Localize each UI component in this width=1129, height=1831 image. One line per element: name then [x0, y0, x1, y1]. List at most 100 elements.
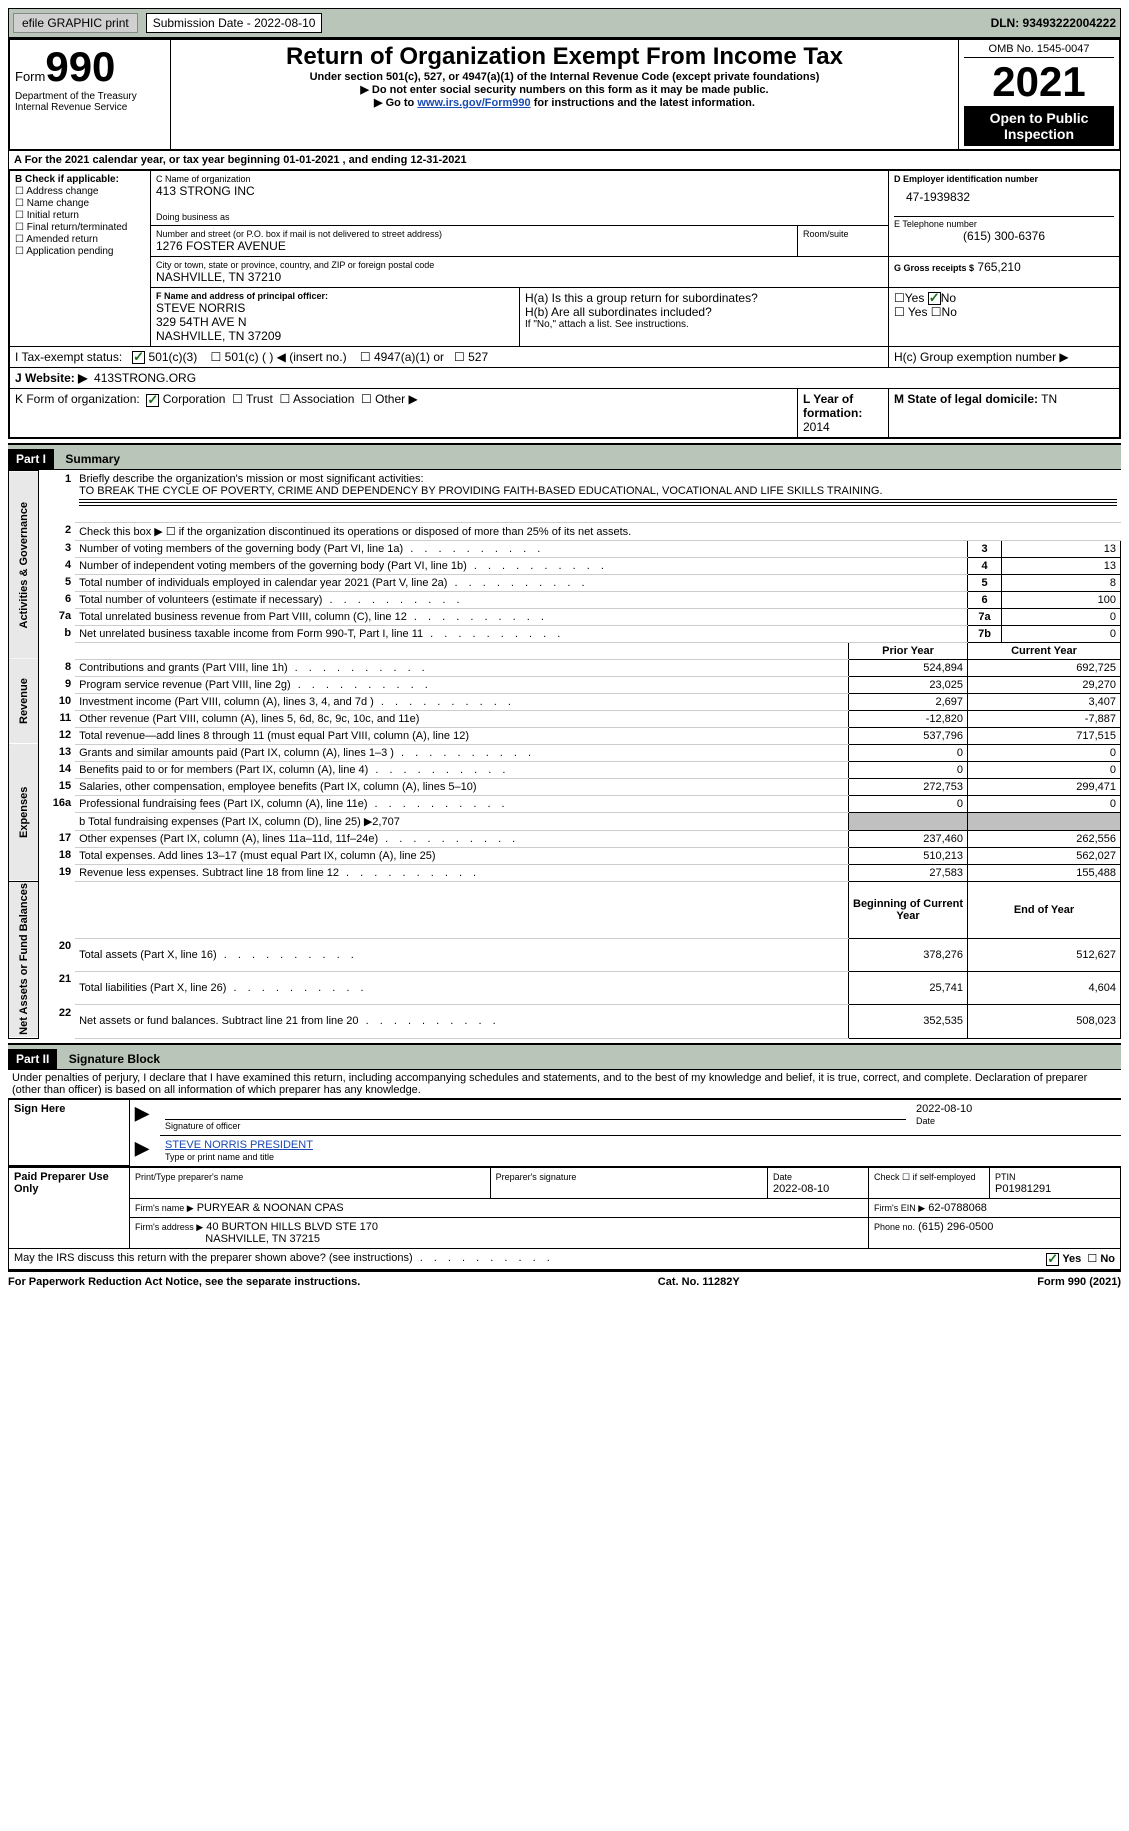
efile-print-button[interactable]: efile GRAPHIC print [13, 13, 138, 33]
firm-phone-label: Phone no. [874, 1222, 915, 1232]
summary-table: Activities & Governance 1 Briefly descri… [8, 470, 1121, 1038]
line-5-row: 5Total number of individuals employed in… [9, 574, 1121, 591]
paid-preparer-label: Paid Preparer Use Only [9, 1167, 130, 1249]
instr-no-ssn: ▶ Do not enter social security numbers o… [176, 83, 953, 96]
line-9-row: 9Program service revenue (Part VIII, lin… [9, 676, 1121, 693]
line-21-row: 21Total liabilities (Part X, line 26)25,… [9, 971, 1121, 1004]
form-word: Form [15, 69, 45, 84]
line-2: Check this box ▶ ☐ if the organization d… [75, 522, 1120, 540]
vert-governance: Activities & Governance [9, 471, 39, 660]
check-name-change[interactable]: ☐ Name change [15, 198, 145, 209]
tax-year: 2021 [964, 58, 1114, 106]
state-domicile-value: TN [1041, 392, 1057, 406]
addr-value: 1276 FOSTER AVENUE [156, 239, 792, 253]
year-formation-value: 2014 [803, 420, 830, 434]
self-employed-check[interactable]: Check ☐ if self-employed [874, 1172, 976, 1182]
ptin-value: P01981291 [995, 1183, 1051, 1195]
form-header: Form990 Department of the Treasury Inter… [8, 38, 1121, 151]
website-label: J Website: ▶ [15, 371, 87, 385]
officer-addr2: NASHVILLE, TN 37209 [156, 329, 514, 343]
perjury-statement: Under penalties of perjury, I declare th… [8, 1070, 1121, 1098]
instr-goto: ▶ Go to www.irs.gov/Form990 for instruct… [176, 96, 953, 109]
year-formation-label: L Year of formation: [803, 392, 862, 420]
city-label: City or town, state or province, country… [156, 260, 883, 270]
type-name-label: Type or print name and title [165, 1152, 274, 1162]
prep-name-label: Print/Type preparer's name [135, 1172, 243, 1182]
state-domicile-label: M State of legal domicile: [894, 392, 1038, 406]
hb-note: If "No," attach a list. See instructions… [525, 319, 883, 330]
discuss-yes-check[interactable] [1046, 1253, 1059, 1266]
line-16a-row: 16aProfessional fundraising fees (Part I… [9, 795, 1121, 812]
line-18-row: 18Total expenses. Add lines 13–17 (must … [9, 847, 1121, 864]
check-initial-return[interactable]: ☐ Initial return [15, 210, 145, 221]
paid-preparer-table: Paid Preparer Use Only Print/Type prepar… [8, 1166, 1121, 1249]
city-value: NASHVILLE, TN 37210 [156, 270, 883, 284]
line-3-row: 3Number of voting members of the governi… [9, 540, 1121, 557]
prep-sig-label: Preparer's signature [496, 1172, 577, 1182]
line-7b-row: bNet unrelated business taxable income f… [9, 625, 1121, 642]
sign-here-table: Sign Here ▶ Signature of officer 2022-08… [8, 1098, 1121, 1167]
check-501c3[interactable] [132, 351, 145, 364]
sign-here-label: Sign Here [9, 1099, 130, 1166]
firm-ein: 62-0788068 [928, 1202, 987, 1214]
tax-exempt-label: I Tax-exempt status: [15, 350, 122, 364]
check-address-change[interactable]: ☐ Address change [15, 186, 145, 197]
line-4-row: 4Number of independent voting members of… [9, 557, 1121, 574]
discuss-row: May the IRS discuss this return with the… [8, 1249, 1121, 1270]
addr-label: Number and street (or P.O. box if mail i… [156, 229, 792, 239]
org-info-table: B Check if applicable: ☐ Address change … [8, 170, 1121, 439]
col-begin: Beginning of Current Year [849, 881, 968, 938]
prep-date-value: 2022-08-10 [773, 1183, 829, 1195]
firm-name-label: Firm's name ▶ [135, 1203, 194, 1213]
part2-header: Part II [8, 1049, 57, 1069]
line-14-row: 14Benefits paid to or for members (Part … [9, 761, 1121, 778]
phone-value: (615) 300-6376 [894, 229, 1114, 243]
footer-paperwork: For Paperwork Reduction Act Notice, see … [8, 1276, 360, 1288]
part1-title: Summary [57, 449, 128, 469]
line-1-label: Briefly describe the organization's miss… [79, 473, 423, 485]
prep-date-label: Date [773, 1172, 792, 1182]
firm-addr-label: Firm's address ▶ [135, 1222, 203, 1232]
officer-name-title: STEVE NORRIS PRESIDENT [165, 1139, 1116, 1151]
room-label: Room/suite [803, 229, 883, 239]
irs-label: Internal Revenue Service [15, 102, 165, 113]
arrow-icon: ▶ [135, 1138, 149, 1158]
check-corp[interactable] [146, 394, 159, 407]
line-22-row: 22Net assets or fund balances. Subtract … [9, 1005, 1121, 1038]
form-org-label: K Form of organization: [15, 392, 140, 406]
footer-cat: Cat. No. 11282Y [658, 1276, 740, 1288]
tax-period: A For the 2021 calendar year, or tax yea… [8, 151, 1121, 170]
check-final-return[interactable]: ☐ Final return/terminated [15, 222, 145, 233]
officer-name: STEVE NORRIS [156, 301, 514, 315]
part1-header: Part I [8, 449, 54, 469]
org-name-label: C Name of organization [156, 174, 883, 184]
vert-expenses: Expenses [9, 744, 39, 881]
dba-label: Doing business as [156, 212, 883, 222]
sig-date-value: 2022-08-10 [916, 1103, 1116, 1115]
org-name: 413 STRONG INC [156, 184, 883, 198]
check-app-pending[interactable]: ☐ Application pending [15, 246, 145, 257]
ha-label: H(a) Is this a group return for subordin… [525, 291, 883, 305]
col-end: End of Year [968, 881, 1121, 938]
form-number: 990 [45, 43, 115, 90]
hb-answer: ☐ Yes ☐No [894, 305, 1114, 319]
irs-link[interactable]: www.irs.gov/Form990 [417, 97, 530, 109]
firm-addr2: NASHVILLE, TN 37215 [205, 1233, 320, 1245]
sig-officer-label: Signature of officer [165, 1121, 240, 1131]
ha-answer: ☐Yes No [894, 291, 1114, 305]
dept-treasury: Department of the Treasury [15, 91, 165, 102]
part2-title: Signature Block [61, 1049, 168, 1069]
dln: DLN: 93493222004222 [991, 16, 1116, 30]
check-amended[interactable]: ☐ Amended return [15, 234, 145, 245]
gross-receipts-value: 765,210 [977, 260, 1020, 274]
vert-revenue: Revenue [9, 659, 39, 744]
line-7a-row: 7aTotal unrelated business revenue from … [9, 608, 1121, 625]
form-title: Return of Organization Exempt From Incom… [176, 43, 953, 71]
ein-value: 47-1939832 [894, 184, 1114, 214]
ha-no-check [928, 292, 941, 305]
part2-bar: Part II Signature Block [8, 1043, 1121, 1070]
ein-label: D Employer identification number [894, 174, 1114, 184]
line-11-row: 11Other revenue (Part VIII, column (A), … [9, 710, 1121, 727]
ptin-label: PTIN [995, 1172, 1016, 1182]
page-footer: For Paperwork Reduction Act Notice, see … [8, 1270, 1121, 1292]
